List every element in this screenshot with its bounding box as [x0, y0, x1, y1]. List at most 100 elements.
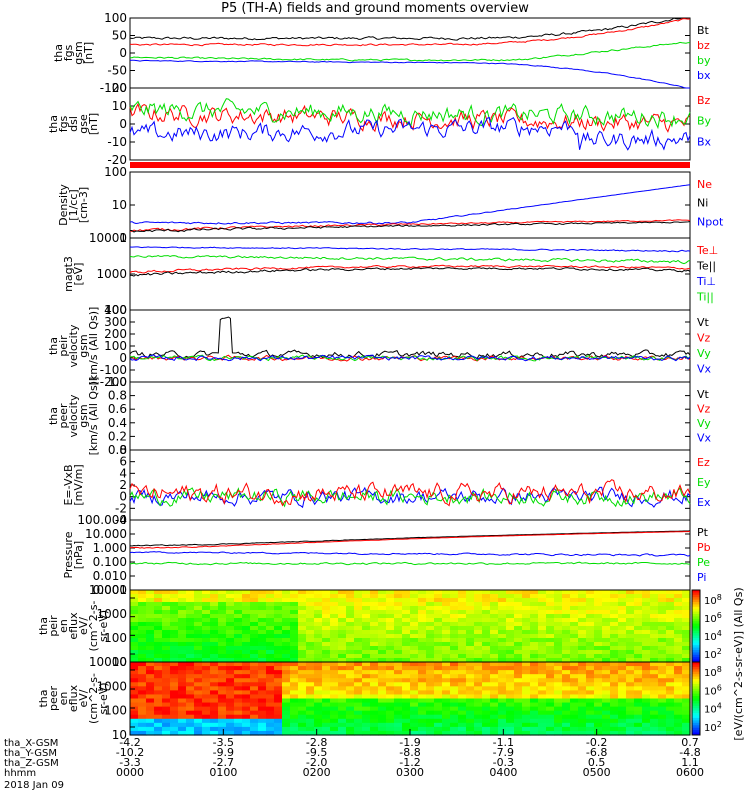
colorbar-cell	[692, 666, 700, 670]
spectrogram-cell	[458, 730, 467, 736]
y-axis-label: peer	[57, 403, 70, 429]
spectrogram-cell	[642, 694, 651, 700]
spectrogram-cell	[594, 638, 603, 643]
spectrogram-cell	[642, 726, 651, 732]
spectrogram-cell	[570, 610, 579, 615]
spectrogram-cell	[298, 698, 307, 704]
spectrogram-cell	[282, 654, 291, 659]
spectrogram-cell	[298, 702, 307, 708]
x-tick-label: 0400	[489, 766, 517, 779]
spectrogram-cell	[282, 666, 291, 671]
spectrogram-cell	[418, 630, 427, 635]
spectrogram-cell	[634, 650, 643, 655]
spectrogram-cell	[282, 634, 291, 639]
spectrogram-cell	[194, 694, 203, 700]
spectrogram-cell	[330, 602, 339, 607]
spectrogram-cell	[506, 678, 515, 683]
spectrogram-cell	[458, 666, 467, 671]
spectrogram-cell	[634, 622, 643, 627]
spectrogram-cell	[226, 730, 235, 736]
spectrogram-cell	[386, 642, 395, 647]
spectrogram-cell	[378, 686, 387, 691]
spectrogram-cell	[314, 686, 323, 691]
spectrogram-cell	[450, 602, 459, 607]
spectrogram-cell	[266, 622, 275, 627]
spectrogram-cell	[378, 594, 387, 599]
spectrogram-cell	[538, 626, 547, 631]
spectrogram-cell	[234, 618, 243, 623]
spectrogram-cell	[498, 618, 507, 623]
spectrogram-cell	[522, 694, 531, 700]
spectrogram-cell	[226, 646, 235, 651]
spectrogram-cell	[386, 698, 395, 704]
spectrogram-cell	[298, 730, 307, 736]
spectrogram-cell	[354, 610, 363, 615]
spectrogram-cell	[626, 690, 635, 696]
spectrogram-cell	[650, 634, 659, 639]
spectrogram-cell	[458, 694, 467, 700]
legend-Ti⊥: Ti⊥	[696, 275, 716, 288]
spectrogram-cell	[474, 726, 483, 732]
spectrogram-cell	[146, 658, 155, 663]
y-axis-label: [km/s (All Qs)]	[87, 307, 100, 386]
spectrogram-cell	[290, 638, 299, 643]
spectrogram-cell	[386, 622, 395, 627]
spectrogram-cell	[346, 710, 355, 716]
spectrogram-cell	[178, 638, 187, 643]
spectrogram-cell	[250, 682, 259, 687]
spectrogram-cell	[578, 614, 587, 619]
spectrogram-cell	[450, 662, 459, 667]
spectrogram-cell	[410, 666, 419, 671]
spectrogram-cell	[586, 634, 595, 639]
spectrogram-cell	[410, 694, 419, 700]
spectrogram-cell	[602, 710, 611, 716]
spectrogram-cell	[578, 682, 587, 687]
spectrogram-cell	[578, 686, 587, 691]
colorbar-cell	[692, 597, 700, 601]
spectrogram-cell	[450, 666, 459, 671]
spectrogram-cell	[442, 718, 451, 724]
spectrogram-cell	[354, 638, 363, 643]
spectrogram-cell	[218, 602, 227, 607]
spectrogram-cell	[234, 650, 243, 655]
spectrogram-cell	[658, 730, 667, 736]
spectrogram-cell	[234, 662, 243, 667]
spectrogram-cell	[618, 690, 627, 696]
spectrogram-cell	[626, 726, 635, 732]
spectrogram-cell	[458, 698, 467, 704]
spectrogram-cell	[266, 614, 275, 619]
spectrogram-cell	[146, 694, 155, 700]
spectrogram-cell	[562, 646, 571, 651]
spectrogram-cell	[226, 674, 235, 679]
spectrogram-cell	[626, 590, 635, 595]
spectrogram-cell	[530, 658, 539, 663]
spectrogram-cell	[234, 722, 243, 728]
spectrogram-cell	[578, 642, 587, 647]
spectrogram-cell	[482, 610, 491, 615]
spectrogram-cell	[146, 630, 155, 635]
legend-Vz: Vz	[697, 403, 711, 416]
spectrogram-cell	[258, 614, 267, 619]
spectrogram-cell	[474, 634, 483, 639]
spectrogram-cell	[330, 614, 339, 619]
spectrogram-cell	[514, 710, 523, 716]
spectrogram-cell	[354, 598, 363, 603]
spectrogram-cell	[202, 682, 211, 687]
spectrogram-cell	[578, 610, 587, 615]
spectrogram-cell	[634, 690, 643, 696]
spectrogram-cell	[474, 630, 483, 635]
spectrogram-cell	[682, 710, 691, 716]
spectrogram-cell	[314, 730, 323, 736]
y-tick-label: 100	[104, 339, 127, 353]
spectrogram-cell	[546, 602, 555, 607]
spectrogram-cell	[266, 594, 275, 599]
spectrogram-cell	[250, 674, 259, 679]
spectrogram-cell	[482, 650, 491, 655]
spectrogram-cell	[274, 682, 283, 687]
spectrogram-cell	[130, 674, 139, 679]
spectrogram-cell	[250, 602, 259, 607]
spectrogram-cell	[202, 662, 211, 667]
spectrogram-cell	[434, 610, 443, 615]
spectrogram-cell	[362, 726, 371, 732]
spectrogram-cell	[666, 618, 675, 623]
